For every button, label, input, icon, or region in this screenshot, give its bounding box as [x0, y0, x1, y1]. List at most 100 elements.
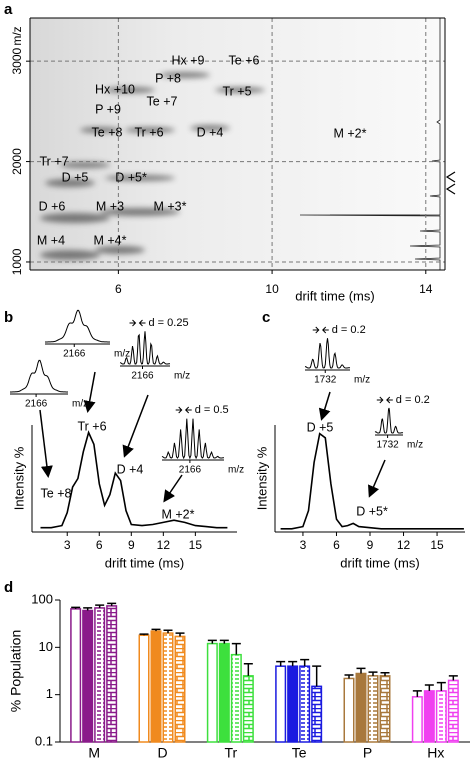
bar — [70, 608, 82, 743]
bar — [423, 690, 435, 743]
species-label: M +4* — [93, 233, 126, 247]
bar — [299, 665, 311, 743]
species-label: Tr +5 — [222, 84, 251, 98]
bar — [435, 690, 447, 743]
species-label: Te +6 — [229, 53, 260, 67]
species-label: M +3* — [153, 199, 186, 213]
y-tick-label: 3000 — [10, 48, 24, 75]
species-label: Hx +9 — [171, 53, 204, 67]
species-label: P +9 — [95, 102, 121, 116]
bar — [174, 635, 186, 743]
x-axis-label: drift time (ms) — [105, 555, 184, 570]
bar — [82, 609, 94, 743]
species-label: D +5 — [62, 170, 89, 184]
bar — [287, 665, 299, 743]
x-tick-label: 3 — [64, 538, 71, 552]
species-label: Hx +10 — [95, 82, 135, 96]
inset-tick-label: 1732 — [314, 375, 337, 386]
trace — [280, 432, 464, 530]
inset-tick-label: 2166 — [179, 465, 202, 476]
x-tick-label: 10 — [265, 282, 279, 296]
inset-axis-label: m/z — [354, 375, 370, 386]
inset-tick-label: 1732 — [376, 440, 399, 451]
bar — [162, 632, 174, 743]
panel-letter: c — [262, 309, 270, 326]
inset-axis-label: m/z — [72, 399, 88, 410]
x-tick-label: M — [88, 745, 100, 760]
inset-axis-label: m/z — [407, 440, 423, 451]
bar — [275, 665, 287, 743]
error-bar — [288, 660, 298, 667]
peak-label: Tr +6 — [77, 419, 106, 433]
y-axis-label: m/z — [10, 26, 24, 45]
inset-axis-label: m/z — [114, 349, 130, 360]
species-label: Te +7 — [147, 94, 178, 108]
inset: 2166 m/z d = 0.25 — [119, 317, 190, 382]
panel-letter: a — [4, 1, 13, 18]
species-label: P +8 — [155, 71, 181, 85]
x-axis-label: drift time (ms) — [295, 288, 374, 303]
inset-trace — [374, 407, 404, 434]
bar — [218, 642, 230, 743]
species-label: M +3 — [96, 199, 124, 213]
x-tick-label: 12 — [157, 538, 171, 552]
error-bar — [448, 675, 458, 681]
bar — [206, 642, 218, 743]
x-tick-label: 6 — [115, 282, 122, 296]
species-label: D +6 — [39, 199, 66, 213]
inset-axis-label: m/z — [174, 371, 190, 382]
error-bar — [71, 606, 81, 609]
species-label: M +2* — [333, 126, 366, 140]
x-tick-label: P — [363, 745, 372, 760]
y-axis-label: Intensity % — [254, 446, 269, 510]
error-bar — [312, 665, 322, 687]
bar — [150, 630, 162, 743]
error-bar — [207, 639, 217, 644]
inset-note: d = 0.2 — [396, 394, 430, 406]
y-tick-label: 10 — [39, 639, 53, 654]
inset-trace — [161, 418, 225, 460]
error-bar — [368, 671, 378, 676]
spacing-marker — [376, 396, 393, 404]
inset-trace — [45, 309, 110, 343]
x-tick-label: 12 — [397, 538, 411, 552]
x-tick-label: 3 — [300, 538, 307, 552]
y-axis-label: Intensity % — [11, 446, 26, 510]
spacing-marker — [175, 406, 192, 414]
inset-axis-label: m/z — [228, 465, 244, 476]
inset-tick-label: 2166 — [63, 349, 86, 360]
error-bar — [300, 658, 310, 667]
error-bar — [175, 632, 185, 637]
inset-note: d = 0.5 — [195, 404, 229, 416]
x-tick-label: 6 — [333, 538, 340, 552]
bar — [411, 696, 423, 743]
inset-note: d = 0.2 — [332, 324, 366, 336]
x-tick-label: D — [157, 745, 167, 760]
x-tick-label: 9 — [367, 538, 374, 552]
error-bar — [380, 672, 390, 676]
error-bar — [139, 633, 149, 636]
error-bar — [436, 681, 446, 691]
inset: 2166 m/z — [45, 309, 130, 360]
panel-letter: d — [4, 579, 13, 596]
x-tick-label: 14 — [419, 282, 433, 296]
y-tick-label: 100 — [31, 591, 53, 606]
x-tick-label: 6 — [96, 538, 103, 552]
inset-tick-label: 2166 — [131, 371, 154, 382]
panel-letter: b — [4, 309, 13, 326]
y-tick-label: 1 — [46, 686, 53, 701]
trace — [40, 430, 228, 529]
bar — [311, 685, 323, 743]
error-bar — [412, 690, 422, 697]
error-bar — [276, 660, 286, 667]
error-bar — [243, 662, 253, 676]
species-label: Tr +7 — [39, 154, 68, 168]
error-bar — [163, 629, 173, 634]
inset-tick-label: 2166 — [25, 399, 48, 410]
peak-label: D +5* — [356, 504, 388, 518]
species-label: Tr +6 — [134, 125, 163, 139]
error-bar — [95, 604, 105, 608]
y-tick-label: 1000 — [10, 248, 24, 275]
x-tick-label: Hx — [427, 745, 444, 760]
